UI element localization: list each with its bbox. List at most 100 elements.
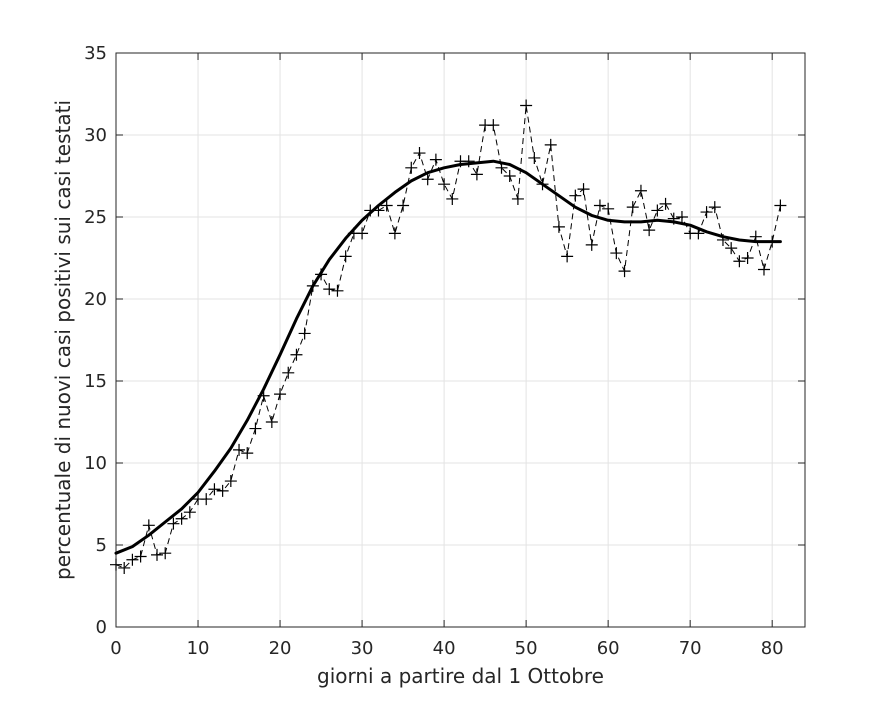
data-point-marker (315, 268, 328, 281)
data-point-marker (544, 138, 557, 151)
data-point-marker (372, 204, 385, 217)
data-point-marker (200, 493, 213, 506)
data-point-marker (495, 161, 508, 174)
data-point-marker (380, 199, 393, 212)
data-point-marker (183, 506, 196, 519)
data-point-marker (766, 235, 779, 248)
data-point-marker (265, 416, 278, 428)
x-tick-label: 40 (433, 638, 456, 659)
data-point-marker (503, 170, 516, 182)
data-point-marker (528, 151, 541, 164)
data-point-marker (249, 422, 262, 435)
data-point-marker (552, 220, 565, 233)
data-point-marker (520, 99, 533, 112)
data-point-marker (667, 212, 680, 225)
data-point-marker (126, 553, 139, 566)
data-point-marker (634, 184, 647, 197)
data-point-marker (159, 547, 172, 560)
data-point-marker (233, 443, 246, 456)
data-point-marker (323, 283, 336, 296)
data-point-marker (602, 202, 615, 215)
data-point-marker (274, 388, 287, 401)
data-point-marker (446, 192, 459, 205)
data-point-marker (585, 238, 598, 251)
data-point-marker (708, 201, 721, 214)
data-point-marker (134, 550, 147, 563)
axis-ticks: 0 10 20 30 40 50 60 70 80 0 5 10 15 20 25 30 35 (84, 43, 805, 659)
y-tick-label: 15 (84, 371, 107, 392)
data-point-marker (413, 147, 426, 160)
trend-series-line (114, 159, 782, 555)
data-point-marker (241, 447, 254, 460)
data-point-marker (257, 389, 270, 402)
data-point-marker (618, 265, 631, 278)
x-tick-label: 20 (269, 638, 292, 659)
data-point-marker (643, 224, 656, 237)
y-tick-label: 25 (84, 207, 107, 228)
data-point-marker (757, 263, 770, 276)
data-point-marker (774, 199, 787, 212)
data-point-marker (142, 519, 155, 532)
data-point-marker (725, 242, 738, 255)
data-point-marker (741, 252, 754, 264)
data-point-marker (733, 255, 746, 268)
y-tick-label: 10 (84, 453, 107, 474)
x-tick-label: 60 (597, 638, 620, 659)
data-point-marker (511, 192, 524, 205)
data-point-marker (388, 227, 401, 240)
data-point-marker (356, 227, 369, 240)
data-point-marker (167, 517, 180, 530)
data-point-marker (405, 161, 418, 174)
data-point-marker (561, 250, 574, 263)
data-point-marker (749, 230, 762, 243)
data-point-marker (151, 548, 164, 561)
observed-series-line (115, 105, 781, 569)
data-point-marker (487, 119, 500, 132)
data-point-marker (577, 183, 590, 196)
plot-area (115, 52, 806, 628)
x-tick-label: 80 (761, 638, 784, 659)
y-tick-label: 5 (96, 535, 107, 556)
data-point-marker (282, 366, 295, 379)
data-point-marker (339, 250, 352, 263)
x-tick-label: 0 (110, 638, 121, 659)
data-point-marker (331, 284, 344, 297)
data-point-marker (610, 247, 623, 260)
data-point-marker (110, 558, 122, 571)
grid-lines (115, 52, 805, 628)
data-point-marker (700, 206, 713, 219)
data-series (110, 99, 787, 574)
data-point-marker (716, 233, 729, 246)
data-point-marker (306, 279, 319, 292)
data-point-marker (438, 178, 451, 191)
data-point-marker (397, 199, 410, 212)
data-point-marker (208, 483, 221, 496)
y-tick-label: 35 (84, 43, 107, 64)
data-point-marker (536, 178, 549, 191)
data-point-marker (626, 201, 639, 214)
y-tick-label: 20 (84, 289, 107, 310)
data-point-marker (593, 199, 606, 212)
data-point-marker (462, 155, 475, 168)
data-point-marker (651, 204, 664, 217)
x-tick-label: 70 (679, 638, 702, 659)
x-tick-label: 10 (187, 638, 210, 659)
data-point-marker (118, 561, 131, 574)
data-point-marker (429, 153, 442, 166)
data-point-marker (216, 484, 229, 497)
data-point-marker (569, 189, 582, 202)
data-point-marker (175, 512, 188, 525)
data-point-marker (290, 348, 303, 361)
y-tick-label: 30 (84, 125, 107, 146)
data-point-marker (659, 197, 672, 210)
y-tick-label: 0 (96, 617, 107, 638)
data-point-marker (675, 211, 688, 223)
data-point-marker (470, 168, 483, 181)
y-axis-label: percentuale di nuovi casi positivi sui c… (51, 100, 75, 580)
data-point-marker (692, 227, 705, 240)
data-point-marker (224, 475, 237, 488)
x-tick-label: 50 (515, 638, 538, 659)
data-point-marker (421, 173, 434, 186)
